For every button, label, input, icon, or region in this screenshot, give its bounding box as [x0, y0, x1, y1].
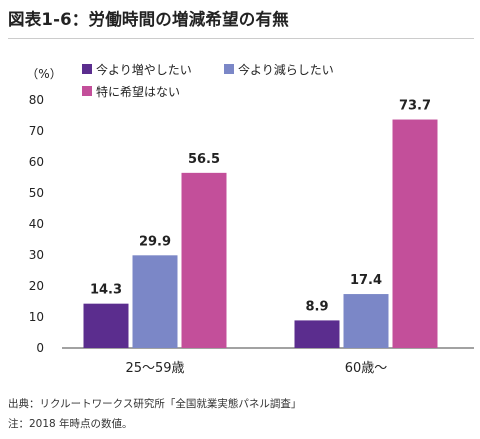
y-tick-label: 50 [29, 186, 44, 200]
legend-swatch [82, 64, 92, 74]
data-label: 73.7 [399, 99, 431, 114]
data-label: 56.5 [188, 152, 220, 167]
y-tick-label: 60 [29, 155, 44, 169]
y-tick-label: 80 [29, 93, 44, 107]
chart-notes: 出典：リクルートワークス研究所「全国就業実態パネル調査」 注：2018 年時点の… [8, 394, 301, 434]
y-tick-label: 70 [29, 124, 44, 138]
y-tick-label: 40 [29, 217, 44, 231]
y-axis-unit: （%） [26, 67, 61, 81]
source-note: 出典：リクルートワークス研究所「全国就業実態パネル調査」 [8, 398, 302, 410]
y-tick-label: 0 [36, 341, 44, 355]
bar [294, 320, 340, 348]
x-tick-label: 25〜59歳 [125, 361, 184, 376]
bar [181, 172, 227, 348]
data-label: 14.3 [90, 283, 122, 298]
legend-swatch [224, 64, 234, 74]
title-divider [8, 38, 474, 39]
legend-label: 今より増やしたい [96, 62, 192, 77]
y-tick-label: 10 [29, 310, 44, 324]
bar [132, 255, 178, 348]
y-tick-label: 30 [29, 248, 44, 262]
data-label: 8.9 [305, 299, 328, 314]
x-tick-label: 60歳〜 [345, 361, 388, 376]
data-label: 17.4 [350, 273, 382, 288]
bar-chart: （%） 0 10 20 30 40 50 60 70 80 14.3 29.9 56.5 25〜59歳 8.… [26, 62, 474, 376]
bar [392, 119, 438, 348]
legend-label: 特に希望はない [96, 84, 180, 99]
bar [83, 303, 129, 348]
y-tick-label: 20 [29, 279, 44, 293]
data-label: 29.9 [139, 234, 171, 249]
footnote: 注：2018 年時点の数値。 [8, 418, 133, 430]
chart-title: 図表1-6：労働時間の増減希望の有無 [8, 10, 289, 29]
bar [343, 294, 389, 348]
legend-swatch [82, 86, 92, 96]
legend-label: 今より減らしたい [238, 62, 334, 77]
